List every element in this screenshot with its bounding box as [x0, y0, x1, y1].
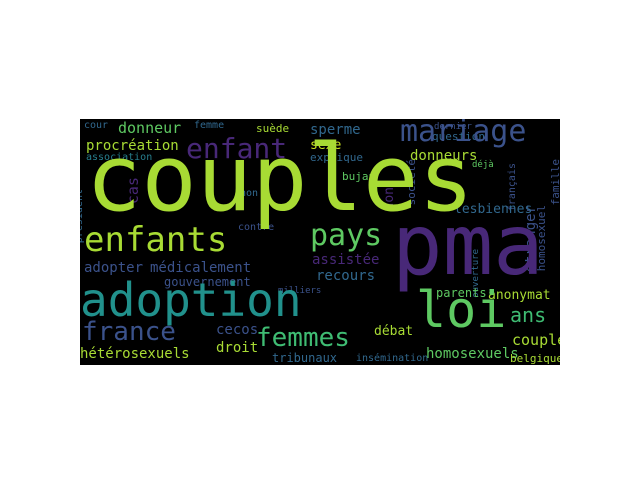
word-sperme: sperme — [310, 122, 361, 138]
word-bujan: bujan — [342, 170, 376, 183]
word-suede: suède — [256, 122, 290, 135]
word-femme: femme — [194, 120, 225, 131]
word-cecos: cecos — [216, 322, 259, 338]
word-recours: recours — [316, 268, 376, 284]
word-femmes: femmes — [256, 323, 350, 353]
word-cloud: cour femme suède association président m… — [80, 119, 560, 365]
word-sexe: sexe — [310, 138, 342, 153]
word-ans: ans — [510, 303, 547, 327]
word-enfants: enfants — [84, 220, 228, 260]
word-dernier: dernier — [434, 122, 472, 132]
word-assistee: assistée — [312, 252, 380, 268]
word-adopter: adopter — [84, 260, 144, 276]
word-insemination: insémination — [356, 353, 429, 364]
word-medicalement: médicalement — [150, 260, 252, 276]
word-homosexuels: homosexuels — [426, 346, 519, 362]
word-enfant: enfant — [186, 132, 288, 165]
word-milliers: milliers — [278, 286, 322, 296]
word-anonymat: anonymat — [488, 288, 551, 303]
word-couple: couple — [512, 331, 560, 349]
word-contre: contre — [238, 222, 275, 233]
word-debat: débat — [374, 324, 414, 339]
word-procreation: procréation — [86, 138, 179, 154]
word-heterosexuels: hétérosexuels — [80, 346, 190, 362]
word-mariage: mariage — [400, 119, 527, 149]
word-association: association — [86, 152, 153, 163]
word-famille: famille — [549, 159, 560, 206]
word-non: non — [240, 188, 259, 199]
word-cour: cour — [84, 120, 109, 131]
word-loi: loi — [416, 281, 507, 339]
word-belgique: belgique — [510, 352, 560, 365]
word-lesbiennes: lesbiennes — [454, 202, 533, 217]
word-pays: pays — [310, 218, 383, 253]
word-donneur: donneur — [118, 119, 182, 137]
word-pma: pma — [392, 196, 544, 294]
word-france: france — [82, 317, 176, 347]
word-couples: couples — [86, 125, 474, 232]
word-parents: parents — [436, 286, 487, 300]
word-explique: explique — [310, 151, 363, 164]
word-tribunaux: tribunaux — [272, 351, 338, 365]
word-question: question — [432, 130, 485, 143]
word-adoption: adoption — [80, 273, 302, 327]
word-droit: droit — [216, 340, 259, 356]
word-deja: déjà — [472, 160, 494, 170]
word-donneurs: donneurs — [410, 148, 478, 164]
word-gouvernement: gouvernement — [164, 275, 251, 289]
